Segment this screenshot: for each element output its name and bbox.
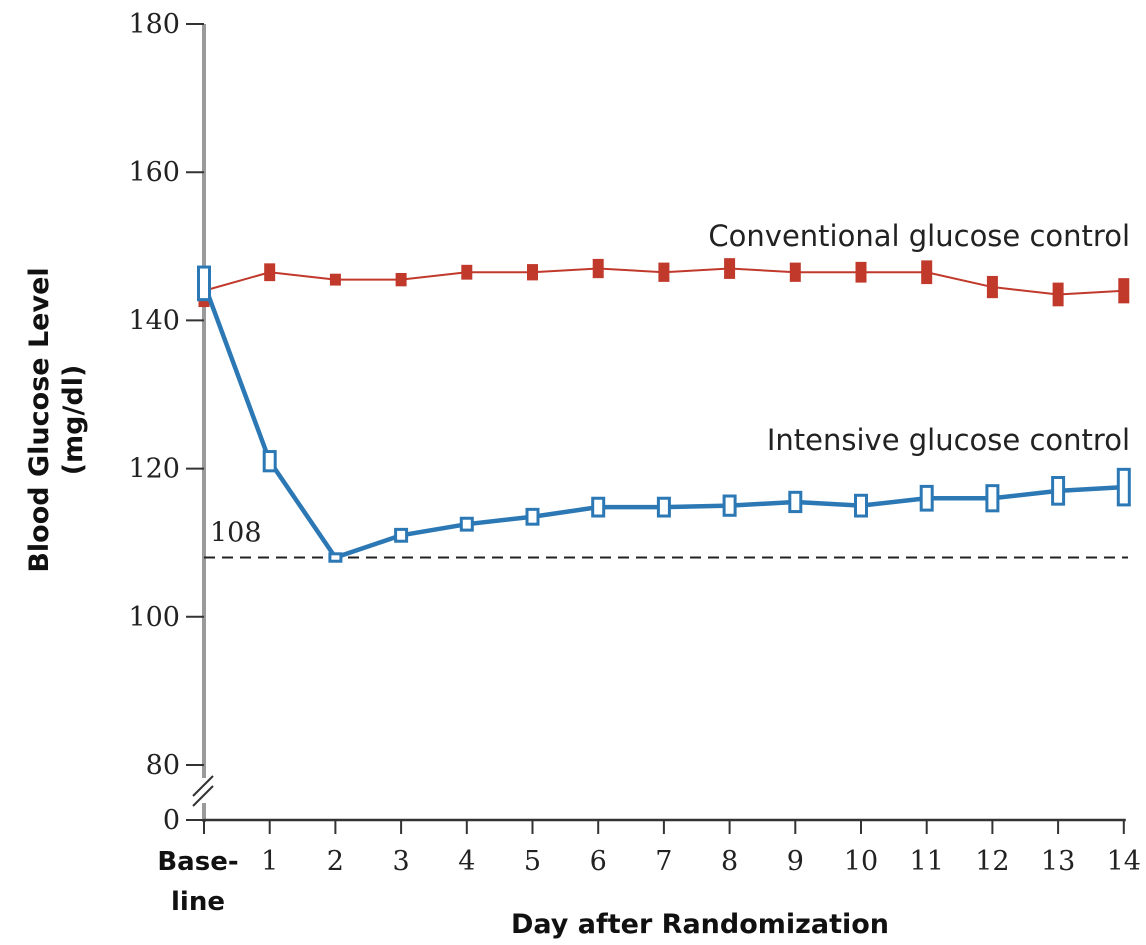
x-tick-label: 11 — [910, 846, 944, 877]
data-point — [722, 494, 737, 517]
series-layer — [197, 258, 1131, 563]
data-point — [592, 258, 604, 279]
data-point — [527, 264, 538, 281]
data-point — [854, 493, 868, 518]
data-point — [788, 490, 803, 514]
y-tick-label: 0 — [163, 805, 180, 836]
data-point — [591, 496, 606, 518]
y-tick-label: 140 — [128, 305, 180, 336]
data-point — [656, 496, 671, 518]
x-tick-label: 1 — [261, 846, 278, 877]
data-point — [394, 527, 409, 543]
series-intensive — [197, 265, 1131, 563]
x-tick-label: 7 — [655, 846, 672, 877]
x-tick-label: 6 — [590, 846, 607, 877]
data-point — [1118, 278, 1130, 304]
x-tick-label: 10 — [844, 846, 878, 877]
reference-line-group: 108 — [204, 518, 1128, 559]
x-tick-label: 14 — [1107, 846, 1141, 877]
y-tick-label: 160 — [128, 157, 180, 188]
y-axis-break-mark — [192, 775, 214, 797]
x-tick-label-baseline-line2: line — [171, 887, 225, 917]
x-tick-label: 12 — [975, 846, 1009, 877]
data-point — [525, 507, 540, 526]
x-tick-label: 3 — [393, 846, 410, 877]
x-axis-title: Day after Randomization — [511, 909, 889, 940]
data-point — [1051, 475, 1066, 506]
y-axis-title-line2: (mg/dl) — [58, 365, 89, 476]
y-axis: 180 160 140 120 100 80 0 — [128, 9, 214, 836]
data-point — [328, 552, 343, 563]
data-point — [985, 484, 1000, 513]
data-point — [262, 450, 277, 473]
y-tick-label: 120 — [128, 454, 180, 485]
series-label-conventional: Conventional glucose control — [708, 219, 1130, 253]
data-point — [855, 261, 867, 283]
data-point — [459, 516, 474, 532]
x-axis: 1 2 3 4 5 6 7 8 9 10 11 12 13 14 — [203, 818, 1141, 877]
data-point — [329, 273, 341, 286]
y-tick-label: 80 — [146, 750, 180, 781]
series-label-intensive: Intensive glucose control — [767, 423, 1130, 457]
y-axis-break-mark — [192, 785, 214, 807]
data-point — [461, 264, 473, 280]
x-tick-label: 5 — [524, 846, 541, 877]
x-tick-label: 2 — [327, 846, 344, 877]
x-tick-label: 8 — [721, 846, 738, 877]
x-tick-label: 13 — [1041, 846, 1075, 877]
data-point — [1116, 467, 1131, 507]
data-point — [789, 262, 801, 282]
data-point — [264, 263, 276, 282]
data-point — [986, 275, 998, 299]
data-point — [1052, 282, 1064, 307]
data-point — [921, 260, 933, 285]
data-point — [724, 258, 736, 279]
x-tick-label-baseline-line1: Base- — [157, 847, 238, 877]
data-point — [658, 262, 670, 282]
data-point — [197, 265, 211, 302]
x-tick-label: 9 — [787, 846, 804, 877]
reference-line-label: 108 — [210, 518, 262, 549]
y-axis-title-line1: Blood Glucose Level — [24, 267, 55, 572]
data-point — [919, 484, 934, 512]
x-tick-label: 4 — [458, 846, 475, 877]
y-tick-label: 100 — [128, 602, 180, 633]
data-point — [395, 272, 407, 287]
series-conventional — [198, 258, 1130, 308]
y-tick-label: 180 — [128, 9, 180, 40]
